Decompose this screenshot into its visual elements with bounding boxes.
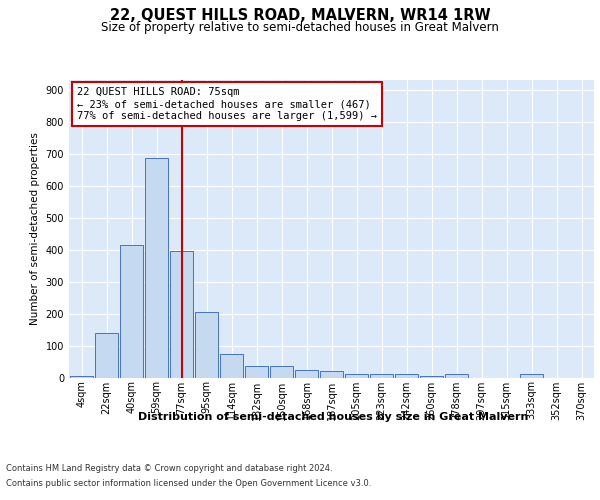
Bar: [145, 158, 168, 378]
Bar: [95, 332, 118, 378]
Bar: [120, 244, 143, 378]
Text: Contains HM Land Registry data © Crown copyright and database right 2024.: Contains HM Land Registry data © Crown c…: [6, 464, 332, 473]
Bar: [270, 366, 293, 378]
Text: 22 QUEST HILLS ROAD: 75sqm
← 23% of semi-detached houses are smaller (467)
77% o: 22 QUEST HILLS ROAD: 75sqm ← 23% of semi…: [77, 88, 377, 120]
Bar: [320, 371, 343, 378]
Bar: [220, 354, 243, 378]
Bar: [345, 374, 368, 378]
Bar: [295, 370, 318, 378]
Bar: [395, 374, 418, 378]
Text: 22, QUEST HILLS ROAD, MALVERN, WR14 1RW: 22, QUEST HILLS ROAD, MALVERN, WR14 1RW: [110, 8, 490, 22]
Bar: [195, 312, 218, 378]
Text: Contains public sector information licensed under the Open Government Licence v3: Contains public sector information licen…: [6, 479, 371, 488]
Bar: [420, 376, 443, 378]
Bar: [370, 374, 393, 378]
Bar: [245, 366, 268, 378]
Bar: [170, 251, 193, 378]
Bar: [445, 374, 468, 378]
Text: Size of property relative to semi-detached houses in Great Malvern: Size of property relative to semi-detach…: [101, 21, 499, 34]
Bar: [520, 374, 543, 378]
Bar: [70, 376, 93, 378]
Text: Distribution of semi-detached houses by size in Great Malvern: Distribution of semi-detached houses by …: [138, 412, 528, 422]
Y-axis label: Number of semi-detached properties: Number of semi-detached properties: [30, 132, 40, 325]
